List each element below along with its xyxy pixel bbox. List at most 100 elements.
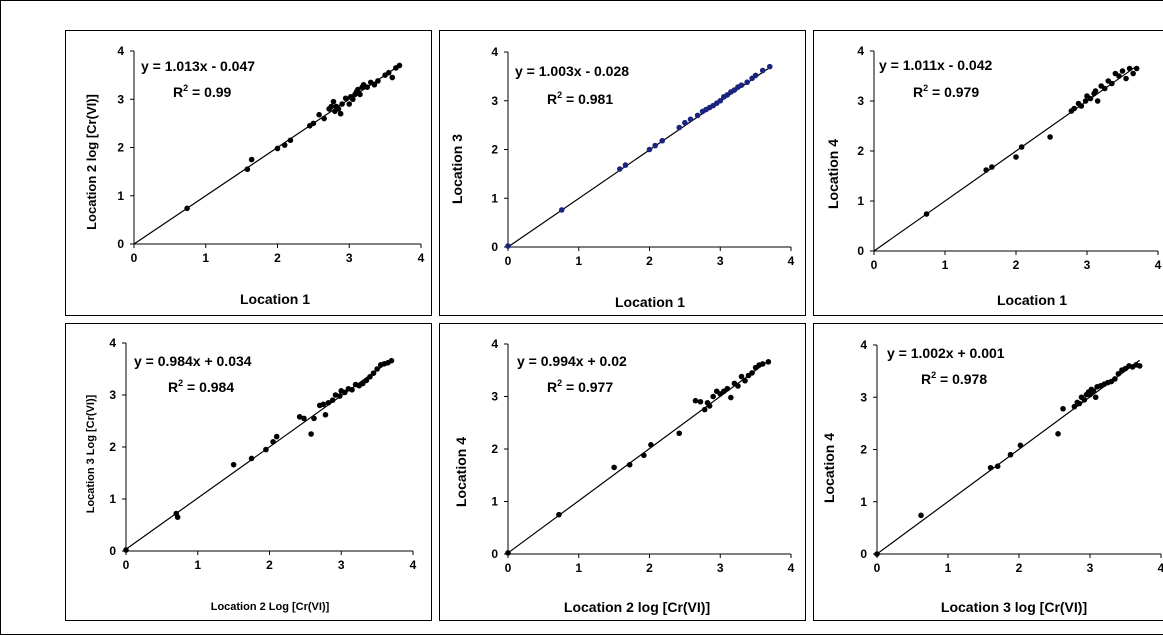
r-squared: R2 = 0.984 bbox=[168, 378, 234, 395]
chart-svg: Location 2 log [Cr(VI)] Location 1 y = 1… bbox=[84, 44, 425, 307]
trend-equation: y = 1.013x - 0.047 bbox=[141, 58, 255, 74]
data-point bbox=[357, 91, 363, 98]
data-point bbox=[385, 69, 392, 76]
data-point bbox=[676, 430, 683, 437]
x-axis-label: Location 2 Log [Cr(VI)] bbox=[211, 601, 330, 613]
data-point bbox=[692, 397, 699, 404]
data-point bbox=[1126, 65, 1133, 72]
data-point bbox=[1092, 394, 1099, 401]
data-point bbox=[320, 401, 327, 408]
y-tick-label: 3 bbox=[491, 94, 498, 108]
y-tick-label: 2 bbox=[109, 440, 116, 454]
x-tick-label: 0 bbox=[871, 258, 878, 272]
data-point bbox=[311, 415, 317, 422]
y-tick-label: 4 bbox=[860, 338, 867, 352]
data-point bbox=[230, 461, 237, 468]
x-tick-label: 1 bbox=[945, 561, 952, 575]
data-point bbox=[752, 72, 759, 79]
trendline bbox=[876, 359, 1141, 555]
data-point bbox=[558, 207, 565, 213]
y-tick-label: 3 bbox=[860, 390, 867, 404]
data-point bbox=[335, 106, 342, 112]
y-tick-label: 4 bbox=[117, 44, 124, 58]
r-squared-prefix: R bbox=[921, 371, 931, 387]
data-point bbox=[738, 373, 745, 380]
data-point bbox=[1071, 105, 1078, 112]
data-point bbox=[349, 387, 355, 393]
y-tick-label: 0 bbox=[860, 547, 867, 561]
r-squared-exponent: 2 bbox=[557, 378, 562, 388]
y-tick-label: 0 bbox=[117, 237, 124, 251]
x-tick-label: 1 bbox=[575, 254, 582, 268]
data-point bbox=[1115, 370, 1122, 377]
data-point bbox=[296, 414, 303, 420]
data-point bbox=[987, 464, 994, 471]
data-point bbox=[244, 166, 251, 173]
y-tick-label: 1 bbox=[860, 495, 867, 509]
data-point bbox=[370, 370, 377, 376]
chart-svg: Location 4 Location 1 y = 1.011x - 0.042… bbox=[825, 44, 1162, 308]
r-squared-value: = 0.978 bbox=[936, 371, 987, 387]
data-point bbox=[281, 142, 288, 148]
data-point bbox=[724, 385, 731, 392]
data-point bbox=[1017, 442, 1024, 449]
data-point bbox=[371, 81, 378, 88]
data-point bbox=[337, 110, 344, 117]
data-point bbox=[330, 98, 337, 105]
data-point bbox=[706, 403, 713, 409]
r-squared-value: = 0.981 bbox=[562, 91, 613, 107]
data-point bbox=[1136, 363, 1143, 369]
y-axis-label: Location 4 bbox=[453, 437, 469, 507]
data-point bbox=[626, 461, 633, 468]
data-point bbox=[742, 377, 748, 384]
data-point bbox=[350, 96, 356, 103]
data-point bbox=[1082, 98, 1089, 104]
data-point bbox=[1101, 85, 1108, 92]
r-squared-exponent: 2 bbox=[178, 378, 183, 388]
y-axis-label: Location 4 bbox=[825, 139, 841, 209]
r-squared-value: = 0.979 bbox=[928, 84, 979, 100]
data-point bbox=[1112, 376, 1118, 382]
data-point bbox=[648, 442, 654, 448]
r-squared-value: = 0.984 bbox=[183, 379, 234, 395]
data-point bbox=[710, 393, 716, 400]
data-point bbox=[123, 547, 129, 553]
x-axis-label: Location 3 log [Cr(VI)] bbox=[941, 599, 1087, 615]
y-tick-label: 3 bbox=[117, 92, 124, 106]
data-point bbox=[174, 514, 181, 520]
r-squared-prefix: R bbox=[168, 379, 178, 395]
data-point bbox=[505, 550, 511, 556]
data-point bbox=[622, 162, 629, 168]
data-point bbox=[363, 377, 370, 384]
chart-panel-loc3-vs-loc4: Location 4 Location 3 log [Cr(VI)] y = 1… bbox=[813, 323, 1163, 621]
data-point bbox=[287, 137, 294, 144]
x-tick-label: 1 bbox=[202, 251, 209, 265]
data-point bbox=[1109, 80, 1115, 87]
data-point bbox=[983, 167, 989, 173]
chart-svg: Location 4 Location 3 log [Cr(VI)] y = 1… bbox=[821, 338, 1163, 615]
r-squared: R2 = 0.99 bbox=[173, 83, 232, 100]
data-point bbox=[1060, 405, 1066, 412]
data-point bbox=[342, 389, 348, 396]
x-tick-label: 3 bbox=[1087, 561, 1094, 575]
data-point bbox=[923, 211, 930, 217]
y-tick-label: 0 bbox=[109, 544, 116, 558]
trendline bbox=[873, 65, 1138, 252]
data-point bbox=[676, 124, 683, 131]
data-point bbox=[1133, 65, 1140, 72]
x-tick-label: 0 bbox=[123, 558, 130, 572]
data-point bbox=[1076, 400, 1083, 407]
y-tick-label: 1 bbox=[117, 189, 124, 203]
data-point bbox=[367, 374, 373, 380]
y-axis-label: Location 2 log [Cr(VI)] bbox=[84, 94, 99, 230]
y-tick-label: 4 bbox=[857, 44, 864, 58]
data-point bbox=[694, 112, 701, 119]
x-tick-label: 4 bbox=[1158, 561, 1163, 575]
chart-panel-loc2-vs-loc3: Location 3 Log [Cr(VI)] Location 2 Log [… bbox=[65, 323, 432, 621]
y-tick-label: 3 bbox=[109, 388, 116, 402]
data-point bbox=[332, 392, 339, 398]
data-point bbox=[364, 84, 370, 90]
x-tick-label: 3 bbox=[717, 561, 724, 575]
data-point bbox=[273, 433, 280, 440]
x-tick-label: 1 bbox=[194, 558, 201, 572]
